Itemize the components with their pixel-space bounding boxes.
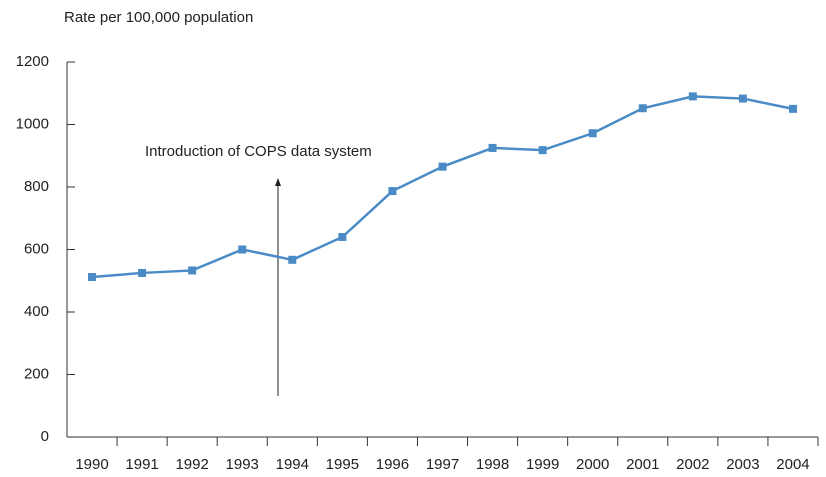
marker bbox=[138, 268, 147, 277]
x-tick-label: 2004 bbox=[776, 456, 809, 473]
y-axis-label: Rate per 100,000 population bbox=[64, 9, 253, 26]
marker bbox=[388, 187, 397, 196]
marker bbox=[788, 104, 797, 113]
marker bbox=[288, 255, 297, 264]
x-tick-label: 1999 bbox=[526, 456, 559, 473]
x-tick-label: 2002 bbox=[676, 456, 709, 473]
marker bbox=[438, 162, 447, 171]
marker bbox=[538, 146, 547, 155]
marker bbox=[238, 245, 247, 254]
x-tick-label: 1994 bbox=[276, 456, 309, 473]
x-tick-label: 1992 bbox=[175, 456, 208, 473]
y-tick-label: 0 bbox=[41, 428, 49, 445]
x-tick-label: 2000 bbox=[576, 456, 609, 473]
x-tick-label: 1993 bbox=[226, 456, 259, 473]
marker bbox=[738, 94, 747, 103]
marker bbox=[688, 92, 697, 101]
y-tick-label: 400 bbox=[24, 303, 49, 320]
x-tick-label: 1991 bbox=[125, 456, 158, 473]
annotation: Introduction of COPS data system bbox=[145, 143, 372, 160]
y-tick-label: 800 bbox=[24, 178, 49, 195]
marker bbox=[188, 266, 197, 275]
y-tick-label: 1200 bbox=[16, 53, 49, 70]
marker bbox=[588, 129, 597, 138]
x-tick-label: 1998 bbox=[476, 456, 509, 473]
y-tick-label: 1000 bbox=[16, 115, 49, 132]
marker bbox=[338, 233, 347, 241]
y-tick-label: 200 bbox=[24, 365, 49, 382]
x-tick-label: 2003 bbox=[726, 456, 759, 473]
x-tick-label: 1990 bbox=[75, 456, 108, 473]
line bbox=[91, 95, 794, 279]
x-tick-label: 1996 bbox=[376, 456, 409, 473]
marker bbox=[88, 273, 97, 281]
x-tick-label: 2001 bbox=[626, 456, 659, 473]
marker bbox=[638, 104, 647, 113]
x-tick-label: 1997 bbox=[426, 456, 459, 473]
marker bbox=[488, 143, 497, 152]
x-tick-label: 1995 bbox=[326, 456, 359, 473]
y-tick-label: 600 bbox=[24, 240, 49, 257]
